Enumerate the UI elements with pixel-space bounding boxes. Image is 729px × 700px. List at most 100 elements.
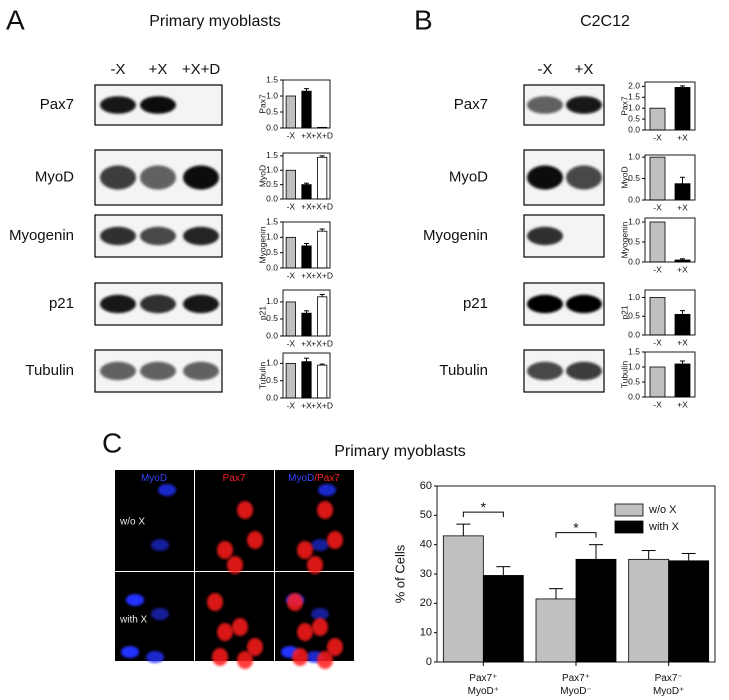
nucleus-blue bbox=[311, 539, 329, 551]
x-tick-label: -X bbox=[653, 202, 662, 212]
x-tick-label: +X+D bbox=[311, 338, 333, 348]
y-axis-title: Tubulin bbox=[619, 360, 629, 388]
y-tick-label: 0.0 bbox=[628, 391, 640, 401]
y-tick-label: 0.5 bbox=[266, 179, 278, 189]
nucleus-red bbox=[297, 623, 313, 641]
nucleus-blue bbox=[146, 651, 164, 663]
blot-label: Tubulin bbox=[25, 362, 74, 379]
bar bbox=[575, 558, 617, 663]
y-tick-label: 1.0 bbox=[266, 358, 278, 368]
nucleus-red bbox=[312, 618, 328, 636]
nucleus-red bbox=[327, 638, 343, 656]
panel-letter: B bbox=[414, 4, 433, 35]
blot-band bbox=[527, 294, 563, 314]
y-tick-label: 1.5 bbox=[628, 92, 640, 102]
y-tick-label: 1.0 bbox=[628, 216, 640, 226]
blot-band bbox=[140, 294, 176, 314]
plot-frame bbox=[644, 81, 696, 131]
nucleus-red bbox=[237, 651, 253, 669]
nucleus-red bbox=[287, 593, 303, 611]
bar bbox=[649, 107, 666, 131]
y-tick-label: 0.5 bbox=[628, 311, 640, 321]
lane-label: +X+D bbox=[182, 61, 221, 78]
plot-frame bbox=[282, 289, 331, 337]
y-tick-label: 0.0 bbox=[628, 194, 640, 204]
nucleus-blue bbox=[126, 594, 144, 606]
blot-label: Myogenin bbox=[9, 227, 74, 244]
y-tick-label: 0.0 bbox=[266, 122, 278, 132]
y-axis-title: % of Cells bbox=[392, 544, 407, 603]
bar bbox=[301, 245, 312, 269]
y-tick-label: 0.5 bbox=[266, 106, 278, 116]
image-column-label-part: MyoD bbox=[288, 473, 314, 484]
bar bbox=[285, 95, 296, 129]
x-tick-label: +X bbox=[677, 202, 688, 212]
lane-label: +X bbox=[149, 61, 168, 78]
x-tick-label: +X bbox=[677, 132, 688, 142]
blot-band bbox=[100, 165, 136, 190]
blot-label: Pax7 bbox=[454, 96, 488, 113]
blot-band bbox=[566, 165, 602, 190]
blot-band bbox=[140, 226, 176, 246]
lane-label: -X bbox=[111, 61, 126, 78]
nucleus-red bbox=[212, 648, 228, 666]
mini-bar-chart: 0.0 0.5 1.0 1.5 Tubulin -X +X bbox=[619, 346, 696, 409]
panel-letter: A bbox=[6, 4, 25, 35]
blot-band bbox=[527, 165, 563, 190]
blot-band bbox=[527, 226, 563, 246]
y-tick-label: 1.5 bbox=[628, 346, 640, 356]
y-tick-label: 50 bbox=[420, 509, 432, 521]
blot-label: MyoD bbox=[35, 168, 74, 185]
y-axis-title: MyoD bbox=[619, 166, 629, 188]
bar bbox=[317, 230, 328, 269]
x-tick-label: +X bbox=[301, 400, 312, 410]
x-tick-label: -X bbox=[287, 270, 296, 280]
x-tick-label: +X bbox=[301, 338, 312, 348]
nucleus-red bbox=[327, 531, 343, 549]
y-tick-label: 1.0 bbox=[628, 151, 640, 161]
micrograph bbox=[275, 470, 354, 571]
blot-label: Myogenin bbox=[423, 227, 488, 244]
nucleus-red bbox=[307, 556, 323, 574]
y-axis-title: Pax7 bbox=[257, 94, 267, 114]
blot-band bbox=[566, 361, 602, 381]
plot-frame bbox=[282, 79, 331, 129]
micrograph bbox=[195, 470, 274, 571]
blot-band bbox=[527, 361, 563, 381]
mini-bar-chart: 0.0 0.5 1.0 p21 -X +X bbox=[619, 289, 696, 347]
y-axis-title: Tubulin bbox=[257, 361, 267, 389]
y-tick-label: 1.0 bbox=[266, 232, 278, 242]
y-tick-label: 0.5 bbox=[266, 313, 278, 323]
bar bbox=[317, 156, 328, 200]
significance-label: * bbox=[481, 499, 487, 515]
y-tick-label: 1.0 bbox=[266, 165, 278, 175]
x-tick-label: +X+D bbox=[311, 270, 333, 280]
legend-swatch bbox=[614, 503, 644, 517]
y-axis-title: Myogenin bbox=[257, 226, 267, 263]
nucleus-red bbox=[292, 648, 308, 666]
y-tick-label: 1.0 bbox=[628, 102, 640, 112]
bar bbox=[317, 296, 328, 337]
y-tick-label: 0.0 bbox=[266, 392, 278, 402]
blot-label: Pax7 bbox=[40, 96, 74, 113]
y-tick-label: 60 bbox=[420, 480, 432, 492]
y-axis-title: p21 bbox=[257, 306, 267, 320]
y-tick-label: 0.5 bbox=[628, 173, 640, 183]
bar bbox=[674, 363, 691, 398]
x-tick-label: +X bbox=[301, 201, 312, 211]
legend-label: with X bbox=[648, 521, 680, 533]
y-tick-label: 30 bbox=[420, 568, 432, 580]
y-tick-label: 1.0 bbox=[266, 90, 278, 100]
bar bbox=[285, 236, 296, 269]
legend-swatch bbox=[614, 520, 644, 534]
blot-band bbox=[566, 294, 602, 314]
y-tick-label: 40 bbox=[420, 539, 432, 551]
x-tick-label: -X bbox=[653, 132, 662, 142]
blot-label: Tubulin bbox=[439, 362, 488, 379]
lane-label: +X bbox=[575, 61, 594, 78]
x-tick-label: -X bbox=[287, 130, 296, 140]
